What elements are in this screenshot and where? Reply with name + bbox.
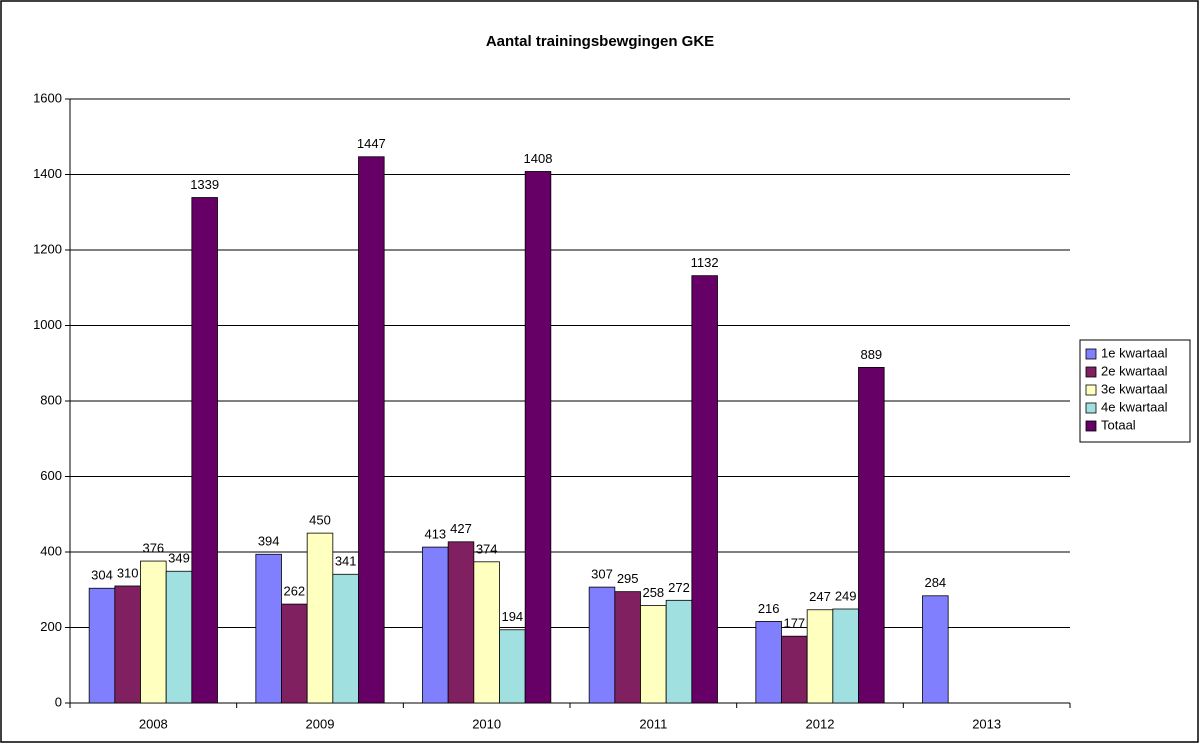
bar	[614, 591, 641, 704]
legend-label: 3e kwartaal	[1101, 381, 1168, 396]
data-label: 304	[91, 568, 113, 583]
data-label: 177	[783, 616, 805, 631]
data-label: 216	[758, 601, 780, 616]
data-label: 1132	[691, 255, 719, 270]
data-label: 1408	[524, 151, 553, 166]
bar	[255, 553, 282, 704]
data-label: 247	[809, 589, 831, 604]
data-label: 194	[501, 609, 523, 624]
data-label: 284	[924, 575, 946, 590]
bar	[588, 586, 616, 704]
data-label: 341	[335, 554, 357, 569]
data-label: 349	[168, 551, 190, 566]
bar	[858, 367, 885, 704]
bar	[473, 561, 500, 704]
bar	[781, 635, 808, 704]
y-tick-label: 600	[40, 468, 62, 483]
data-label: 1447	[357, 136, 386, 151]
legend-swatch	[1085, 384, 1097, 396]
legend-swatch	[1085, 348, 1097, 360]
bar	[281, 603, 308, 704]
bar	[191, 197, 218, 704]
y-tick-label: 400	[40, 543, 62, 558]
legend-swatch	[1085, 402, 1097, 414]
x-tick-label: 2008	[139, 716, 168, 731]
bar	[499, 629, 526, 704]
data-label: 310	[117, 565, 139, 580]
bar	[140, 560, 167, 704]
bar	[640, 605, 667, 704]
y-tick-label: 0	[55, 694, 62, 709]
legend-label: 4e kwartaal	[1101, 399, 1168, 414]
chart-title: Aantal trainingsbewgingen GKE	[486, 33, 714, 50]
bar	[832, 608, 859, 704]
bar	[447, 541, 475, 704]
legend-label: 2e kwartaal	[1101, 363, 1168, 378]
legend-swatch	[1085, 420, 1097, 432]
data-label: 249	[835, 588, 857, 603]
x-tick-label: 2011	[639, 716, 667, 731]
x-tick-label: 2013	[972, 716, 1001, 731]
x-tick-label: 2010	[472, 716, 501, 731]
bar	[165, 570, 193, 704]
data-label: 374	[476, 541, 498, 556]
data-label: 376	[142, 540, 164, 555]
bar	[806, 609, 834, 704]
bar	[691, 275, 718, 704]
data-label: 889	[860, 347, 882, 362]
legend-box	[1079, 339, 1191, 443]
y-tick-label: 1400	[33, 166, 62, 181]
bar	[755, 621, 782, 704]
x-tick-label: 2012	[806, 716, 835, 731]
legend-label: Totaal	[1101, 417, 1136, 432]
bar	[332, 573, 359, 704]
legend-swatch	[1085, 366, 1097, 378]
y-tick-label: 1200	[33, 241, 62, 256]
data-label: 262	[283, 584, 305, 599]
bar	[922, 595, 949, 704]
bar	[665, 599, 693, 704]
bar	[88, 587, 116, 704]
data-label: 413	[424, 527, 446, 542]
y-tick-label: 1600	[33, 90, 62, 105]
bar	[114, 585, 141, 704]
x-tick-label: 2009	[306, 716, 335, 731]
y-tick-label: 200	[40, 619, 62, 634]
data-label: 295	[617, 571, 639, 586]
data-label: 1339	[190, 177, 219, 192]
bar	[306, 532, 334, 704]
bar	[524, 171, 552, 704]
bar	[422, 546, 449, 704]
data-label: 307	[591, 567, 613, 582]
data-label: 272	[668, 580, 690, 595]
legend-label: 1e kwartaal	[1101, 345, 1168, 360]
data-label: 394	[258, 534, 280, 549]
data-label: 450	[309, 513, 331, 528]
y-tick-label: 1000	[33, 317, 62, 332]
y-tick-label: 800	[40, 392, 62, 407]
data-label: 427	[450, 521, 472, 536]
data-label: 258	[642, 585, 664, 600]
bar	[358, 156, 385, 704]
